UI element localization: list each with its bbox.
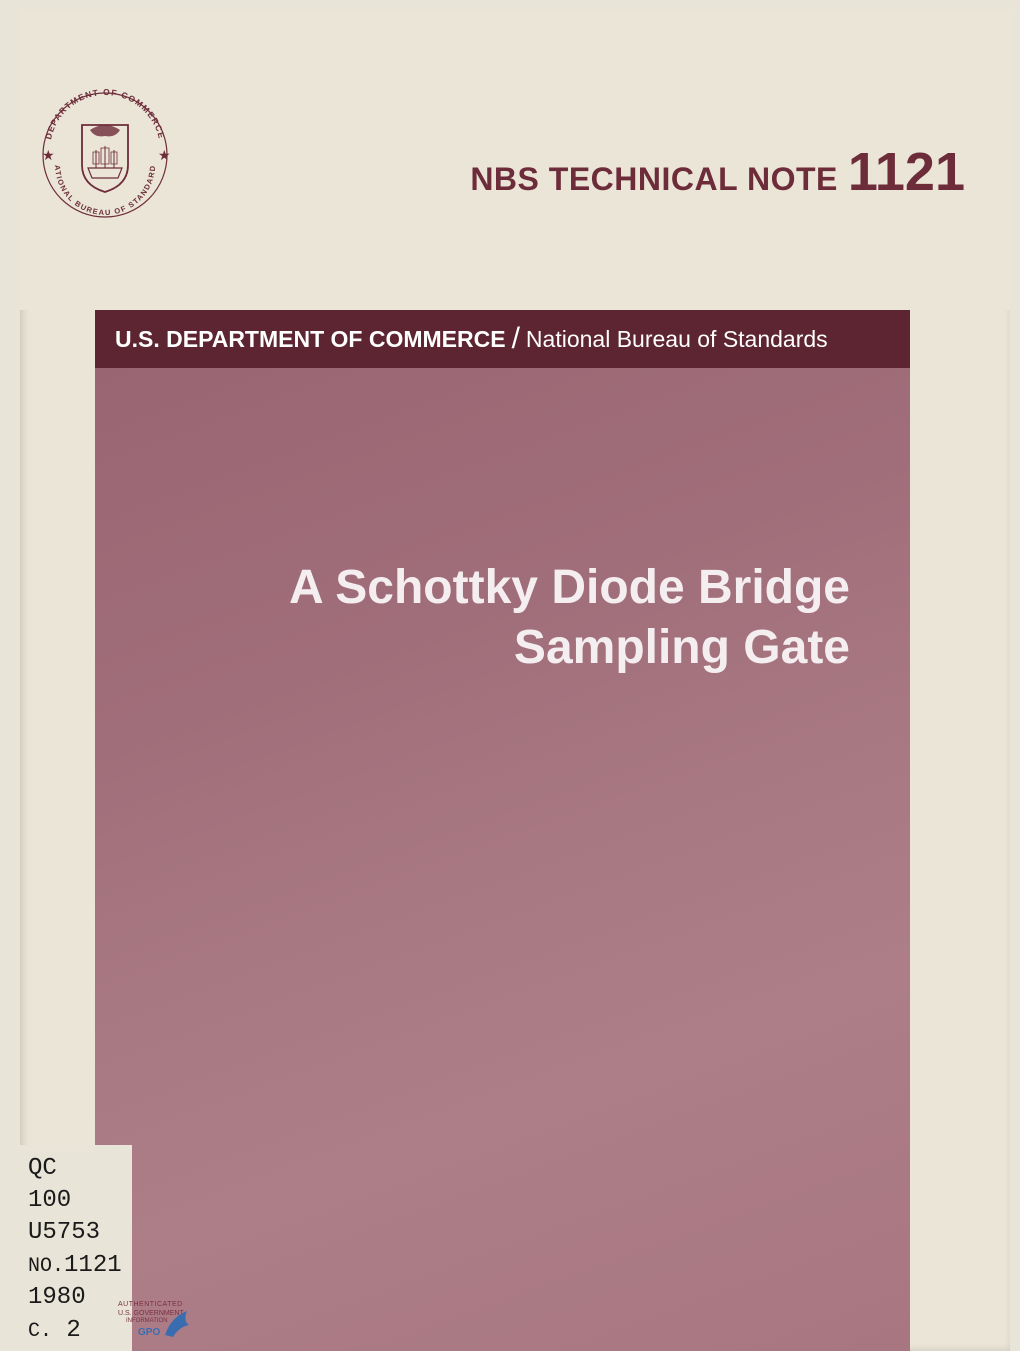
call-line-100: 100 (28, 1185, 122, 1217)
bureau-name: National Bureau of Standards (526, 326, 828, 353)
department-bar: U.S. DEPARTMENT OF COMMERCE / National B… (95, 310, 910, 368)
technical-note-heading: NBS TECHNICAL NOTE 1121 (470, 145, 965, 199)
header-area: DEPARTMENT OF COMMERCE NATIONAL BUREAU O… (20, 10, 1010, 310)
commerce-seal-icon: DEPARTMENT OF COMMERCE NATIONAL BUREAU O… (30, 70, 180, 240)
dept-separator: / (512, 322, 520, 356)
call-line-no: NO.1121 (28, 1250, 122, 1282)
title-line-2: Sampling Gate (289, 618, 850, 678)
svg-text:★: ★ (42, 147, 55, 163)
gpo-information-label: INFORMATION (126, 1318, 168, 1324)
tech-note-label: NBS TECHNICAL NOTE (470, 161, 838, 198)
call-line-qc: QC (28, 1153, 122, 1185)
gpo-eagle-icon (163, 1307, 191, 1339)
dept-name-bold: U.S. DEPARTMENT OF COMMERCE (115, 326, 506, 353)
document-cover: DEPARTMENT OF COMMERCE NATIONAL BUREAU O… (20, 10, 1010, 1351)
tech-note-number: 1121 (848, 145, 965, 199)
svg-text:★: ★ (158, 147, 171, 163)
library-call-number: QC 100 U5753 NO.1121 1980 C. 2 (20, 1145, 132, 1351)
main-panel: A Schottky Diode Bridge Sampling Gate (95, 368, 910, 1351)
title-line-1: A Schottky Diode Bridge (289, 558, 850, 618)
document-title: A Schottky Diode Bridge Sampling Gate (289, 558, 850, 678)
gpo-authentication-badge: AUTHENTICATED U.S. GOVERNMENT INFORMATIO… (118, 1301, 193, 1343)
call-line-copy: C. 2 (28, 1315, 122, 1347)
call-line-year: 1980 (28, 1282, 122, 1314)
call-line-u5753: U5753 (28, 1217, 122, 1249)
gpo-label: GPO (138, 1327, 160, 1338)
